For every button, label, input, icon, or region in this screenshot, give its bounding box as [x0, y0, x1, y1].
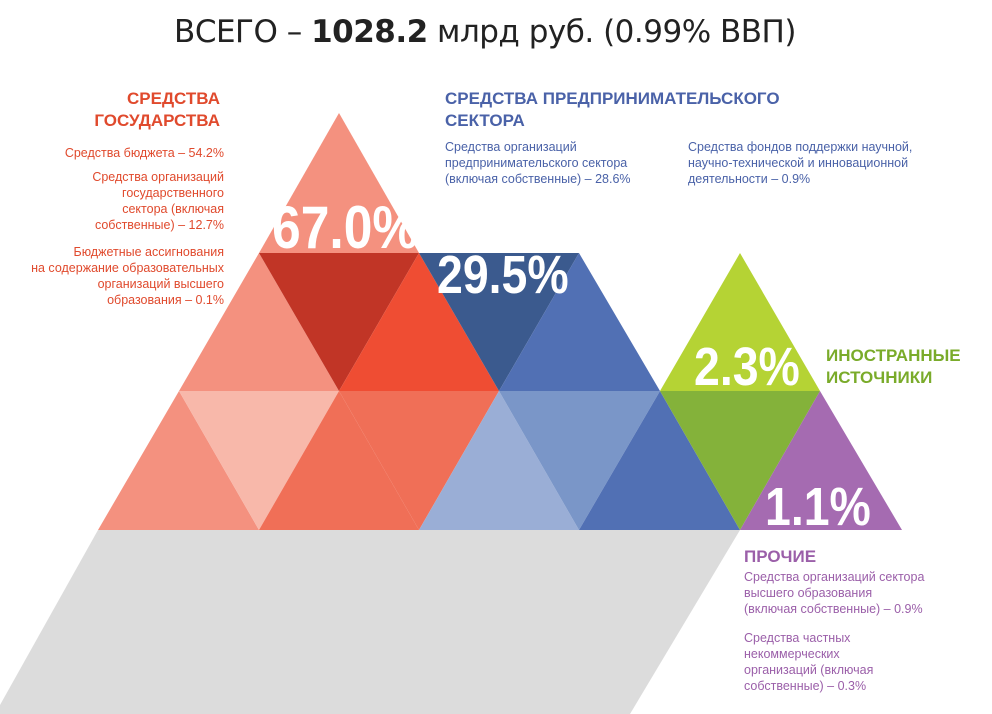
state-triangle-bottom-left	[98, 391, 259, 530]
business-triangle-bottom-right	[579, 391, 740, 530]
business-triangle-bottom-mid	[499, 391, 660, 530]
state-triangle-mid-bright	[339, 253, 499, 391]
floor-shadow	[0, 530, 740, 714]
state-percent: 67.0%	[272, 194, 419, 261]
business-triangle-top-right	[499, 253, 660, 391]
business-triangle-bottom-light	[419, 391, 579, 530]
state-triangle-bottom-right	[339, 391, 499, 530]
business-triangle-top-dark	[419, 253, 579, 391]
state-triangle-top	[259, 113, 419, 253]
foreign-percent: 2.3%	[694, 337, 800, 397]
state-item-3: Бюджетные ассигнования на содержание обр…	[31, 245, 224, 307]
state-triangle-mid-dark	[259, 253, 419, 391]
other-percent: 1.1%	[765, 477, 871, 537]
state-heading: СРЕДСТВА ГОСУДАРСТВА	[94, 89, 220, 130]
other-item-2: Средства частных некоммерческих организа…	[744, 631, 874, 693]
business-percent: 29.5%	[437, 245, 569, 305]
business-item-1: Средства организаций предпринимательског…	[445, 140, 631, 186]
other-item-1: Средства организаций сектора высшего обр…	[744, 570, 925, 616]
business-item-2: Средства фондов поддержки научной, научн…	[688, 140, 913, 186]
other-triangle	[740, 391, 902, 530]
foreign-triangle-top	[660, 253, 820, 391]
state-triangle-bottom-mid	[259, 391, 419, 530]
business-heading: СРЕДСТВА ПРЕДПРИНИМАТЕЛЬСКОГО СЕКТОРА	[445, 89, 780, 130]
state-triangle-bottom-lighter	[179, 391, 339, 530]
foreign-triangle-bottom	[660, 391, 820, 530]
foreign-heading: ИНОСТРАННЫЕ ИСТОЧНИКИ	[826, 346, 961, 387]
other-heading: ПРОЧИЕ	[744, 547, 817, 566]
state-triangle-mid-left	[179, 253, 339, 391]
page-title: ВСЕГО – 1028.2 млрд руб. (0.99% ВВП)	[174, 14, 796, 50]
state-item-1: Средства бюджета – 54.2%	[64, 146, 224, 160]
state-item-2: Средства организаций государственного се…	[92, 170, 224, 232]
